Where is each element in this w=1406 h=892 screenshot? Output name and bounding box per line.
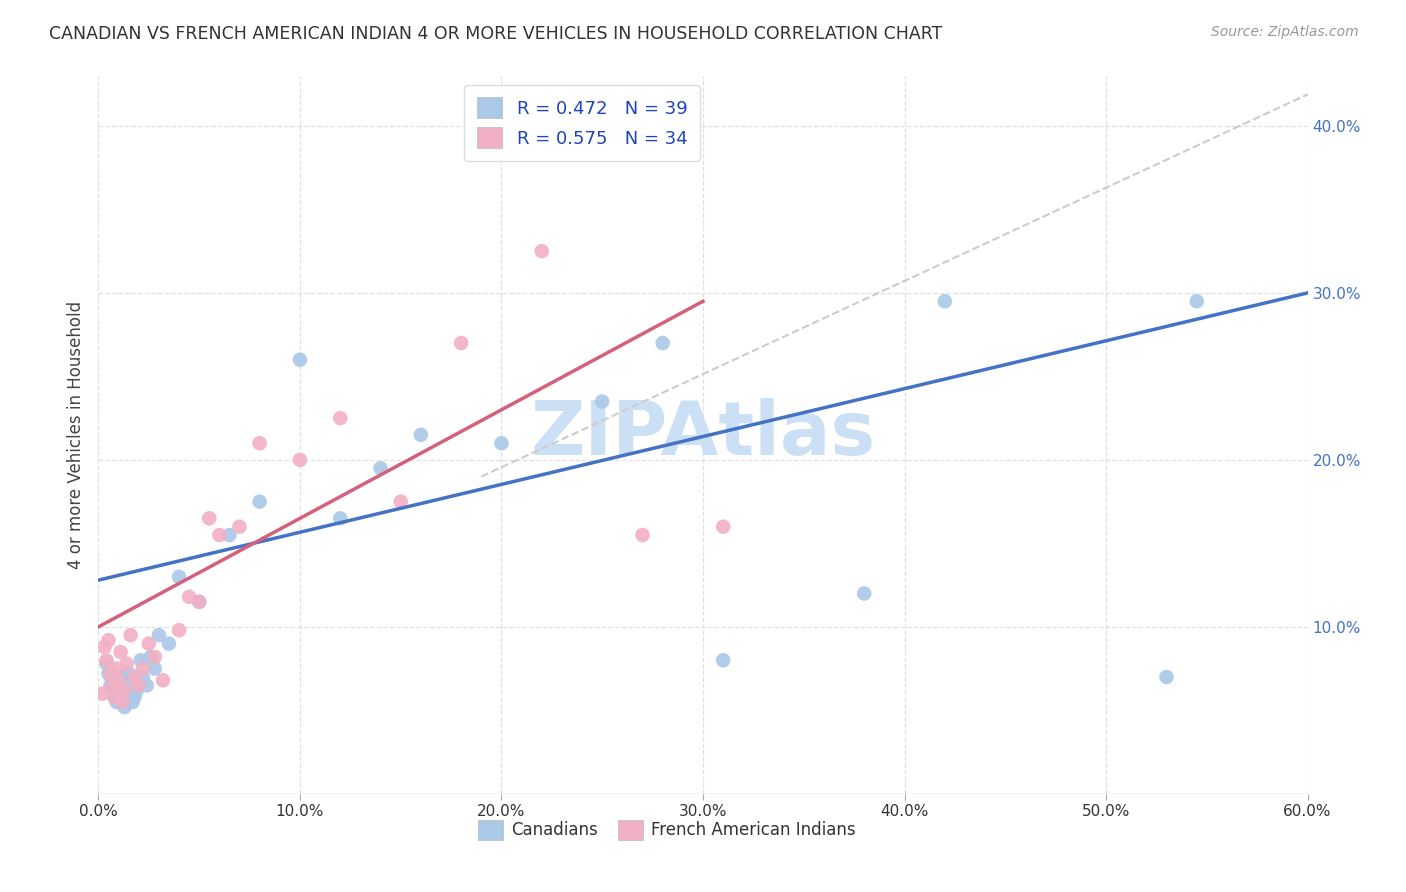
Point: [100, 666, 122, 681]
Point: [115, 657, 138, 671]
Point: [114, 683, 136, 698]
Point: [96, 657, 118, 671]
Point: [218, 528, 240, 542]
Point: [121, 695, 143, 709]
Point: [450, 336, 472, 351]
Point: [111, 695, 134, 709]
Point: [208, 528, 231, 542]
Point: [651, 336, 673, 351]
Legend: Canadians, French American Indians: Canadians, French American Indians: [471, 813, 862, 847]
Text: ZIPAtlas: ZIPAtlas: [530, 399, 876, 471]
Point: [114, 700, 136, 714]
Point: [409, 427, 432, 442]
Point: [100, 678, 122, 692]
Point: [135, 678, 157, 692]
Point: [96, 653, 118, 667]
Point: [124, 670, 146, 684]
Y-axis label: 4 or more Vehicles in Household: 4 or more Vehicles in Household: [66, 301, 84, 569]
Point: [188, 595, 211, 609]
Point: [101, 673, 124, 688]
Point: [120, 628, 142, 642]
Point: [179, 590, 201, 604]
Point: [167, 570, 190, 584]
Text: Source: ZipAtlas.com: Source: ZipAtlas.com: [1211, 25, 1358, 39]
Point: [110, 645, 132, 659]
Point: [107, 673, 129, 688]
Point: [111, 687, 134, 701]
Point: [132, 662, 155, 676]
Point: [132, 670, 155, 684]
Point: [118, 666, 141, 681]
Point: [228, 519, 250, 533]
Point: [138, 637, 160, 651]
Point: [491, 436, 513, 450]
Point: [91, 687, 114, 701]
Point: [157, 637, 180, 651]
Point: [93, 640, 115, 654]
Point: [711, 519, 734, 533]
Point: [389, 494, 412, 508]
Point: [97, 666, 120, 681]
Point: [105, 695, 128, 709]
Point: [105, 662, 128, 676]
Text: CANADIAN VS FRENCH AMERICAN INDIAN 4 OR MORE VEHICLES IN HOUSEHOLD CORRELATION C: CANADIAN VS FRENCH AMERICAN INDIAN 4 OR …: [49, 25, 942, 43]
Point: [125, 683, 148, 698]
Point: [115, 690, 138, 704]
Point: [143, 662, 166, 676]
Point: [128, 678, 150, 692]
Point: [1156, 670, 1178, 684]
Point: [103, 690, 125, 704]
Point: [711, 653, 734, 667]
Point: [198, 511, 221, 525]
Point: [139, 649, 162, 664]
Point: [120, 678, 142, 692]
Point: [370, 461, 392, 475]
Point: [288, 453, 311, 467]
Point: [143, 649, 166, 664]
Point: [101, 678, 124, 692]
Point: [103, 690, 125, 704]
Point: [152, 673, 174, 688]
Point: [249, 436, 271, 450]
Point: [631, 528, 654, 542]
Point: [148, 628, 170, 642]
Point: [329, 511, 352, 525]
Point: [107, 681, 129, 696]
Point: [329, 411, 352, 425]
Point: [124, 690, 146, 704]
Point: [853, 586, 876, 600]
Point: [110, 670, 132, 684]
Point: [288, 352, 311, 367]
Point: [188, 595, 211, 609]
Point: [530, 244, 553, 259]
Point: [249, 494, 271, 508]
Point: [167, 624, 190, 638]
Point: [1185, 294, 1208, 309]
Point: [591, 394, 613, 409]
Point: [129, 653, 152, 667]
Point: [934, 294, 956, 309]
Point: [97, 633, 120, 648]
